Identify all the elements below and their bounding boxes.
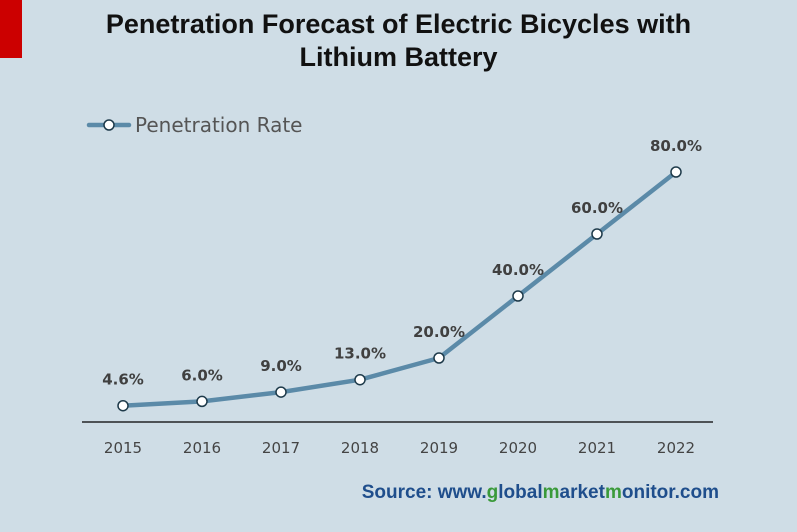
source-part-3: m — [542, 482, 560, 503]
chart-title-line-1: Penetration Forecast of Electric Bicycle… — [105, 9, 692, 39]
source-prefix: Source: www. — [361, 482, 487, 503]
data-label-2017: 9.0% — [260, 357, 302, 375]
data-label-2020: 40.0% — [492, 261, 544, 279]
legend: Penetration Rate — [86, 113, 302, 137]
data-point-2018 — [354, 373, 366, 386]
chart-title-line-2: Lithium Battery — [299, 42, 498, 72]
legend-marker — [103, 119, 115, 131]
data-point-2021 — [591, 228, 603, 240]
corner-accent-mark — [0, 0, 22, 58]
source-part-6: onitor — [621, 482, 675, 503]
x-tick-label-2022: 2022 — [657, 439, 695, 457]
data-point-2020 — [512, 290, 524, 302]
data-labels: 4.6% 6.0% 9.0% 13.0% 20.0% 40.0% 60.0% 80.0% — [102, 137, 702, 389]
x-tick-label-2015: 2015 — [104, 439, 142, 457]
data-label-2015: 4.6% — [102, 371, 144, 389]
chart-title: Penetration Forecast of Electric Bicycle… — [0, 8, 797, 74]
legend-label: Penetration Rate — [135, 113, 302, 137]
x-tick-label-2018: 2018 — [341, 439, 379, 457]
source-part-2: lobal — [498, 482, 543, 503]
data-label-2018: 13.0% — [334, 345, 386, 363]
x-tick-label-2021: 2021 — [578, 439, 616, 457]
data-points — [117, 166, 682, 412]
source-part-7: .com — [674, 482, 719, 503]
data-label-2021: 60.0% — [571, 199, 623, 217]
data-point-2017 — [275, 386, 287, 398]
source-part-1: g — [486, 482, 499, 503]
x-tick-label-2016: 2016 — [183, 439, 221, 457]
data-label-2016: 6.0% — [181, 366, 223, 384]
source-part-4: arket — [559, 482, 605, 503]
x-tick-label-2017: 2017 — [262, 439, 300, 457]
x-tick-label-2020: 2020 — [499, 439, 537, 457]
series-line-penetration-rate — [120, 169, 679, 408]
source-credit: Source: www.globalmarketmonitor.com — [362, 482, 719, 504]
data-label-2019: 20.0% — [413, 323, 465, 341]
data-label-2022: 80.0% — [650, 137, 702, 155]
source-part-5: m — [604, 482, 622, 503]
data-point-2019 — [433, 352, 445, 364]
data-point-2015 — [117, 399, 129, 412]
x-tick-labels: 2015 2016 2017 2018 2019 2020 2021 2022 — [104, 439, 695, 457]
data-point-2016 — [196, 395, 208, 408]
x-tick-label-2019: 2019 — [420, 439, 458, 457]
data-point-2022 — [670, 166, 682, 178]
